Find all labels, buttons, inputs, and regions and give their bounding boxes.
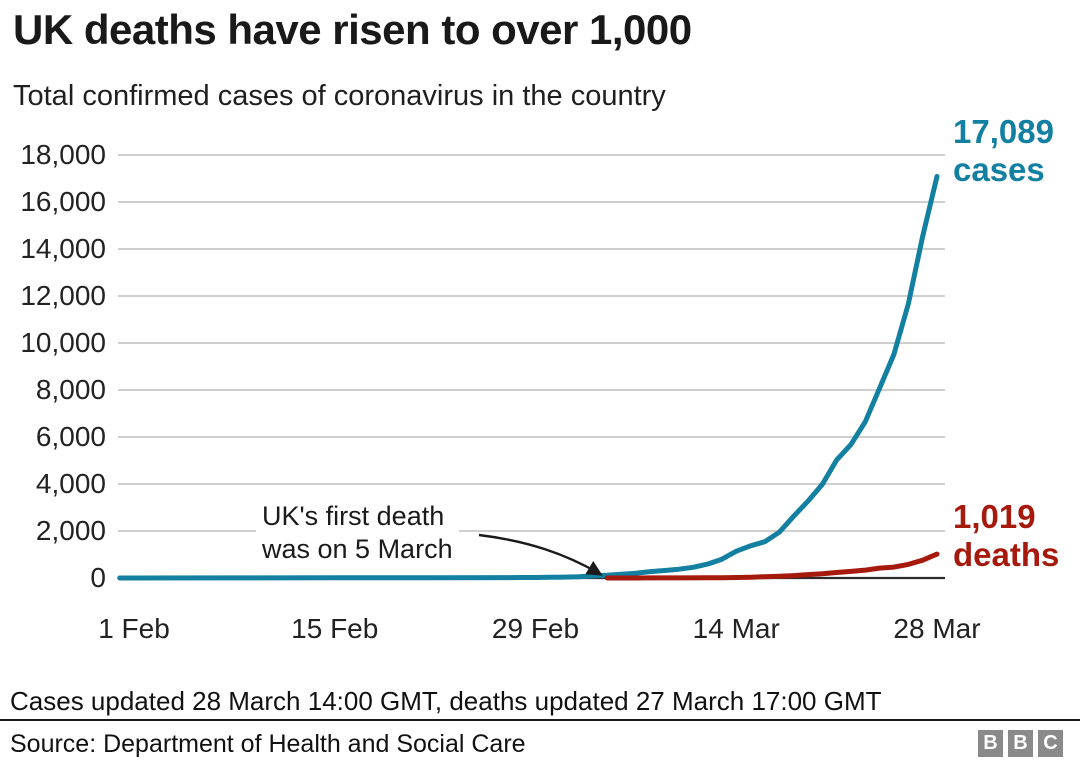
annotation-arrow-icon: [478, 533, 603, 576]
chart-canvas: [117, 154, 945, 581]
y-tick-label: 6,000: [35, 421, 106, 452]
annotation-line2: was on 5 March: [262, 534, 453, 564]
x-tick-label: 14 Mar: [692, 613, 780, 644]
y-tick-label: 18,000: [20, 139, 106, 170]
x-tick-label: 28 Mar: [893, 613, 981, 644]
cases-value: 17,089: [953, 113, 1054, 150]
y-tick-label: 16,000: [20, 186, 106, 217]
bbc-logo: B B C: [978, 730, 1063, 757]
y-tick-label: 10,000: [20, 327, 106, 358]
deaths-line: [604, 551, 940, 581]
chart-subtitle: Total confirmed cases of coronavirus in …: [13, 80, 666, 112]
deaths-value: 1,019: [953, 498, 1036, 535]
cases-series-label: 17,089 cases: [953, 113, 1054, 189]
page-title: UK deaths have risen to over 1,000: [13, 6, 692, 53]
y-tick-label: 2,000: [35, 515, 106, 546]
x-tick-label: 29 Feb: [491, 613, 580, 644]
y-tick-label: 8,000: [35, 374, 106, 405]
gridlines-layer: [118, 154, 945, 580]
deaths-series-label: 1,019 deaths: [953, 498, 1059, 574]
y-tick-label: 12,000: [20, 280, 106, 311]
bbc-logo-block-2: B: [1008, 730, 1033, 757]
deaths-word: deaths: [953, 536, 1060, 573]
cases-word: cases: [953, 151, 1045, 188]
bbc-logo-block-1: B: [978, 730, 1003, 757]
update-timestamp-text: Cases updated 28 March 14:00 GMT, deaths…: [10, 686, 882, 716]
y-tick-label: 4,000: [35, 468, 106, 499]
x-tick-label: 1 Feb: [98, 613, 170, 644]
annotation-line1: UK's first death: [262, 501, 445, 531]
cases-line: [117, 173, 940, 581]
footer-divider: [0, 719, 1080, 721]
bbc-logo-block-3: C: [1038, 730, 1063, 757]
y-tick-label: 14,000: [20, 233, 106, 264]
series-layer: [117, 173, 940, 581]
source-text: Source: Department of Health and Social …: [10, 730, 526, 758]
y-tick-label: 0: [90, 562, 106, 593]
annotation-first-death: UK's first death was on 5 March: [256, 500, 459, 566]
x-tick-label: 15 Feb: [291, 613, 379, 644]
